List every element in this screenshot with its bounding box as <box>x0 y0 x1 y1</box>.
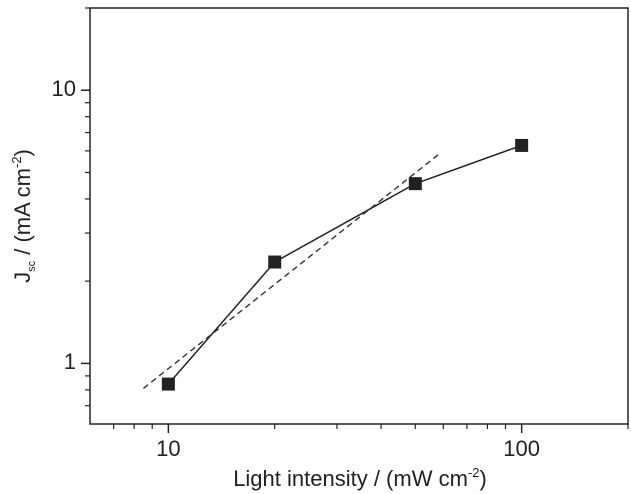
y-label-end: ) <box>10 149 35 156</box>
marker <box>408 177 422 191</box>
y-tick-label: 10 <box>52 76 76 101</box>
marker <box>161 377 175 391</box>
x-axis-label: Light intensity / (mW cm-2) <box>233 465 487 491</box>
y-tick-label: 1 <box>64 349 76 374</box>
marker <box>268 255 282 269</box>
data-line <box>167 144 522 385</box>
y-label-sub: sc <box>26 260 38 272</box>
y-label-mid: / (mA cm <box>10 168 35 261</box>
x-tick-label: 10 <box>156 436 180 461</box>
marker <box>515 138 529 152</box>
x-tick-label: 100 <box>503 436 540 461</box>
x-label-sup: -2 <box>468 465 480 480</box>
y-label-main: J <box>10 272 35 283</box>
y-label-sup: -2 <box>9 156 24 168</box>
x-label-main: Light intensity / (mW cm <box>233 466 468 491</box>
fit-line <box>143 154 439 389</box>
plot-frame <box>89 7 629 425</box>
x-label-end: ) <box>479 466 486 491</box>
y-axis-label: Jsc / (mA cm-2) <box>9 149 38 283</box>
